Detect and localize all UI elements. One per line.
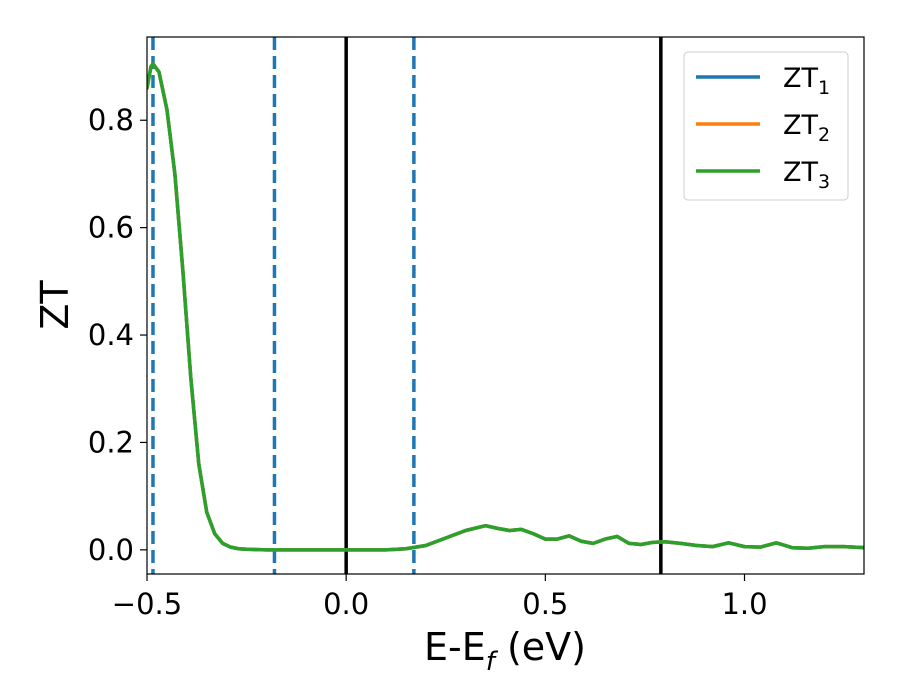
legend-label-sub: 3 [818, 171, 830, 193]
x-tick-label: 1.0 [721, 587, 767, 621]
x-axis-label-main: E-E [424, 625, 486, 669]
y-tick-label: 0.0 [88, 533, 134, 567]
series-line-zt3 [147, 62, 864, 552]
reference-lines [151, 37, 663, 574]
y-axis-ticks: 0.0 0.2 0.4 0.6 0.8 [88, 103, 147, 567]
y-tick-label: 0.6 [88, 211, 134, 245]
legend-label-zt2: ZT2 [783, 110, 830, 146]
legend-label-main: ZT [783, 110, 818, 141]
x-axis-label: E-Ef (eV) [424, 625, 586, 677]
y-tick-label: 0.2 [88, 425, 134, 459]
y-tick-label: 0.4 [88, 318, 134, 352]
legend-label-zt3: ZT3 [783, 157, 830, 193]
legend-label-main: ZT [783, 63, 818, 94]
legend-label-zt1: ZT1 [783, 63, 830, 99]
legend-box [683, 51, 849, 201]
y-tick-label: 0.8 [88, 103, 134, 137]
y-axis-label: ZT [33, 280, 77, 330]
plot-frame [146, 36, 865, 575]
x-tick-label: 0.0 [323, 587, 369, 621]
x-axis-ticks: −0.5 0.0 0.5 1.0 [112, 574, 768, 621]
x-tick-label: −0.5 [112, 587, 182, 621]
x-axis-label-suffix: (eV) [495, 625, 586, 669]
legend-label-sub: 2 [818, 124, 830, 146]
series-layer [147, 62, 864, 552]
legend-label-main: ZT [783, 157, 818, 188]
x-tick-label: 0.5 [522, 587, 568, 621]
legend-label-sub: 1 [818, 77, 830, 99]
